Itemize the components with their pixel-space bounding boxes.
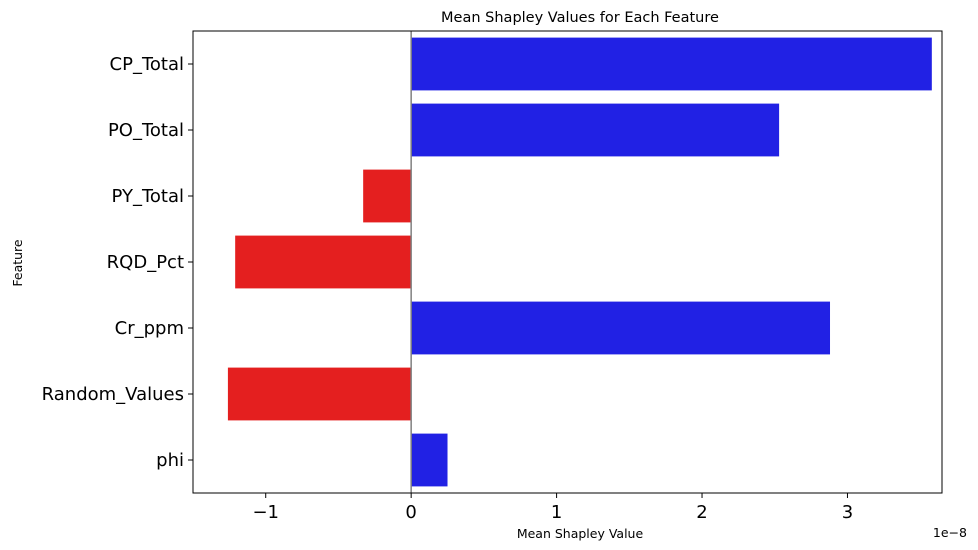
x-tick-label: 0 [405,502,416,523]
y-tick-label: phi [156,450,184,471]
x-axis-offset-label: 1e−8 [933,525,967,540]
bar-cr-ppm [411,301,831,355]
y-axis-ticks: CP_Total PO_Total PY_Total RQD_Pct Cr_ppm Ran… [42,54,193,471]
bar-random-values [227,367,412,421]
bar-rqd-pct [235,235,412,289]
x-axis-label: Mean Shapley Value [517,526,644,541]
x-tick-label: 3 [842,502,853,523]
x-tick-label: −1 [252,502,279,523]
bar-phi [411,433,448,487]
x-axis-ticks: −1 0 1 2 3 [252,493,853,523]
y-tick-label: CP_Total [110,54,184,75]
y-tick-label: Cr_ppm [115,318,184,339]
y-tick-label: RQD_Pct [107,252,184,273]
y-tick-label: PO_Total [108,120,184,141]
bars-group [227,37,932,487]
bar-py-total [363,169,412,223]
x-tick-label: 1 [551,502,562,523]
y-tick-label: PY_Total [112,186,185,207]
bar-po-total [411,103,780,157]
chart-title: Mean Shapley Values for Each Feature [441,10,719,26]
x-tick-label: 2 [696,502,707,523]
y-tick-label: Random_Values [42,384,184,405]
y-axis-label: Feature [10,239,25,287]
bar-cp-total [411,37,932,91]
